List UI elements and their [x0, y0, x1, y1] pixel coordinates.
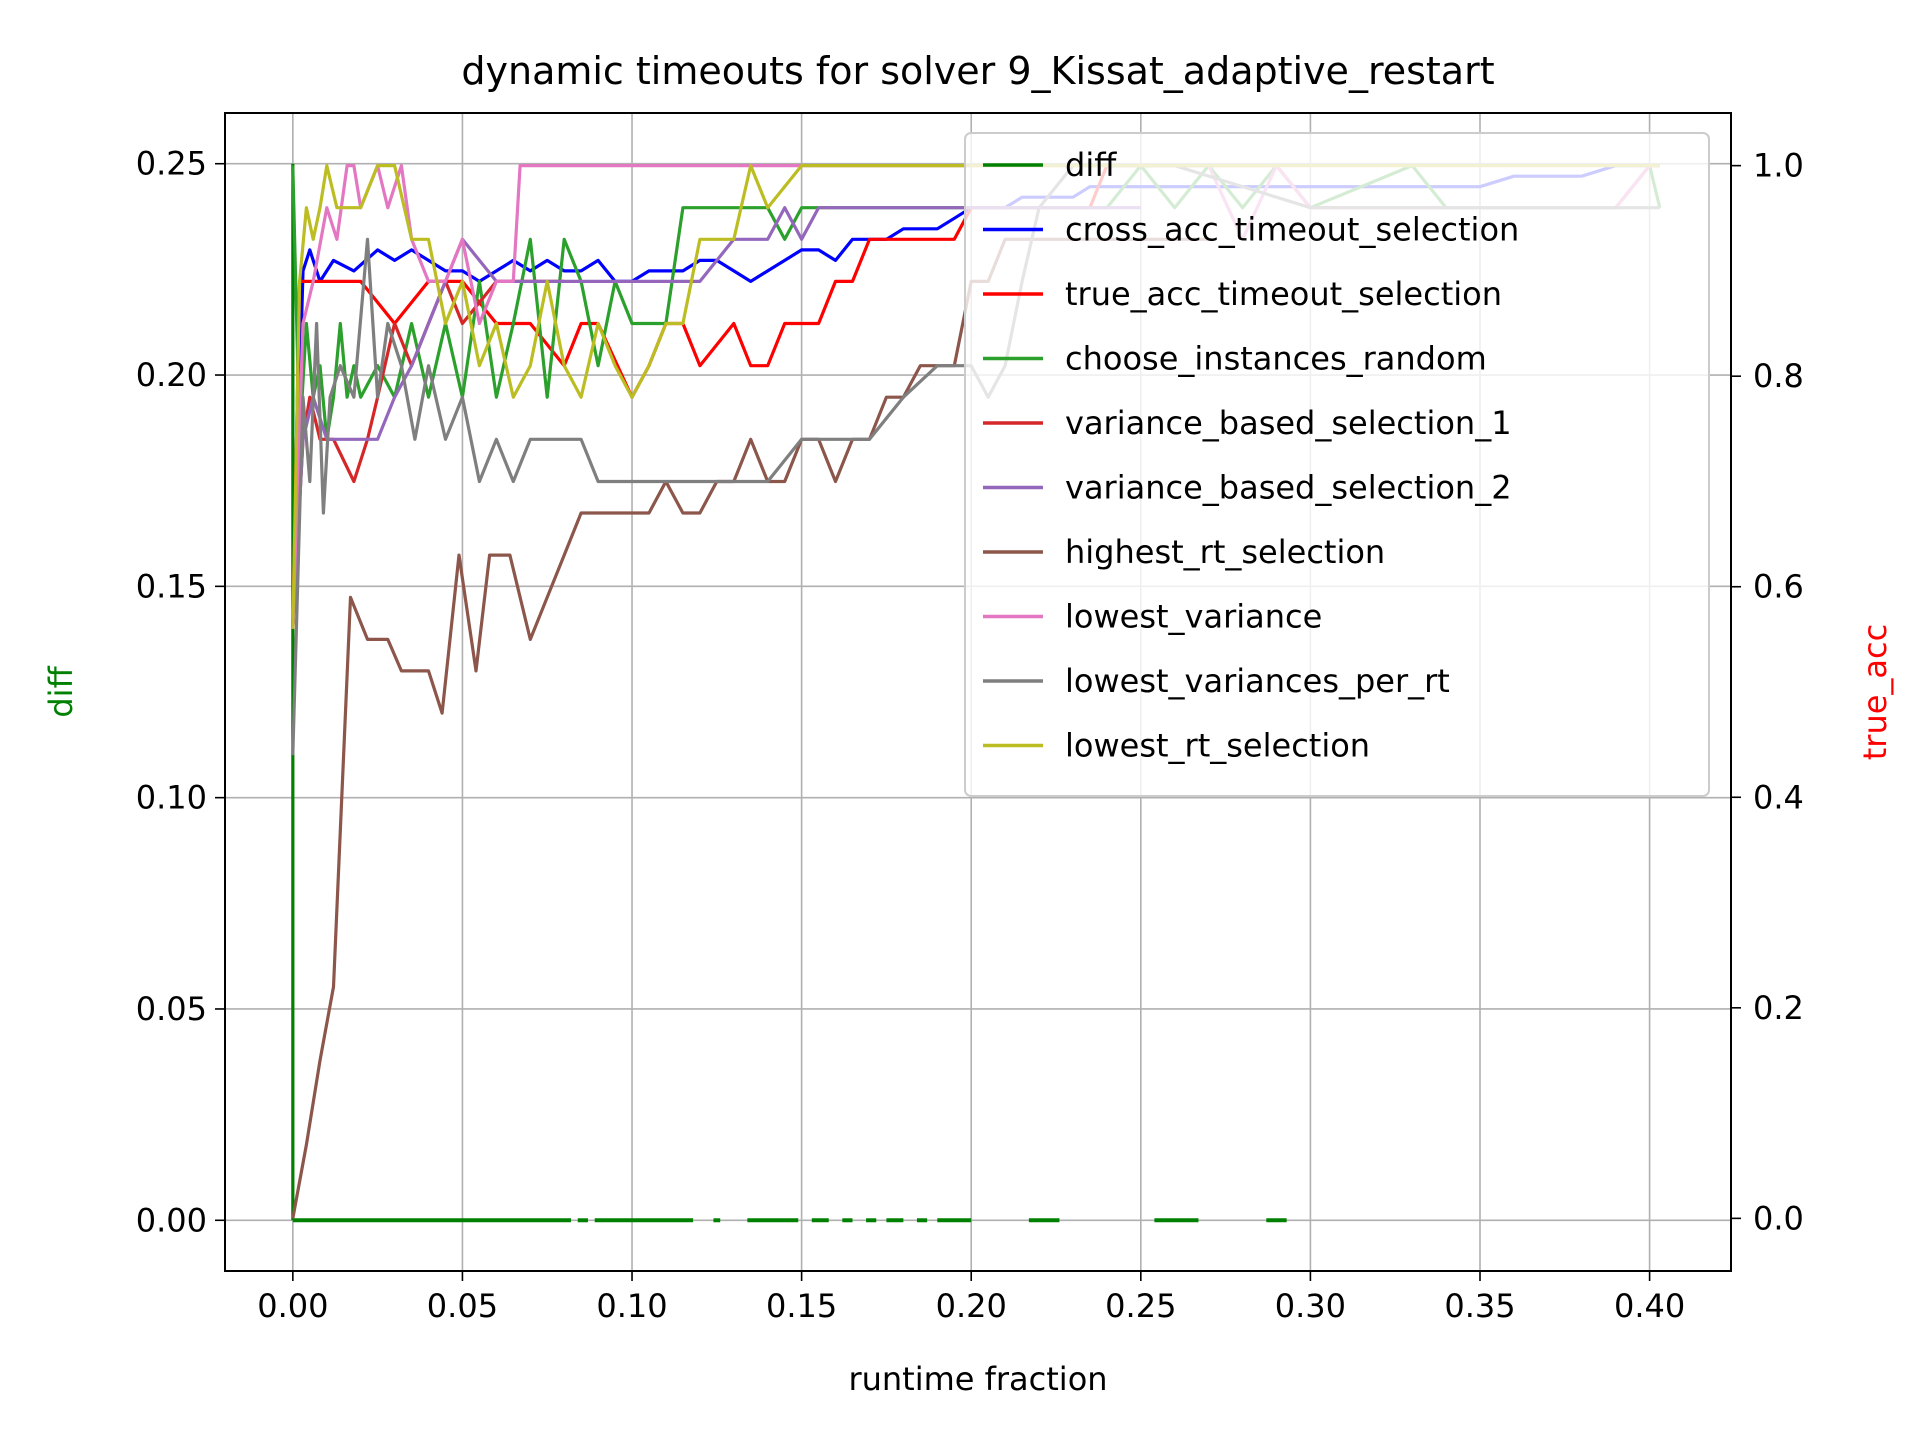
legend-label: choose_instances_random — [1065, 340, 1487, 378]
plot-frame — [224, 112, 1732, 1272]
x-axis: 0.00 0.05 0.10 0.15 0.20 0.25 0.30 0.35 0.40 — [257, 1271, 1685, 1325]
series-line-lowest-rt-selection — [291, 164, 1660, 629]
legend-label: lowest_variance — [1065, 598, 1322, 636]
y-right-tick-label: 0.4 — [1753, 778, 1804, 816]
legend-label: true_acc_timeout_selection — [1065, 275, 1502, 313]
x-tick-label: 0.35 — [1444, 1287, 1515, 1325]
x-tick-label: 0.00 — [257, 1287, 328, 1325]
y-right-tick-label: 0.6 — [1753, 568, 1804, 606]
x-tick-label: 0.30 — [1275, 1287, 1346, 1325]
x-tick-label: 0.25 — [1105, 1287, 1176, 1325]
y-right-tick-label: 0.2 — [1753, 989, 1804, 1027]
series-diff — [291, 163, 1287, 1223]
x-tick-label: 0.15 — [766, 1287, 837, 1325]
y-right-tick-label: 1.0 — [1753, 147, 1804, 185]
x-tick-label: 0.20 — [936, 1287, 1007, 1325]
legend-label: variance_based_selection_1 — [1065, 404, 1512, 442]
y-left-tick-label: 0.00 — [136, 1201, 207, 1239]
legend-label: diff — [1065, 146, 1117, 184]
y-left-tick-label: 0.10 — [136, 779, 207, 817]
y-left-tick-label: 0.25 — [136, 145, 207, 183]
series-line-variance-based-selection-1 — [291, 279, 565, 629]
x-tick-label: 0.10 — [596, 1287, 667, 1325]
legend: diff cross_acc_timeout_selection true_acc_… — [964, 132, 1710, 797]
y-axis-right: 0.0 0.2 0.4 0.6 0.8 1.0 — [1731, 147, 1804, 1237]
legend-box — [964, 132, 1710, 797]
y-axis-left: 0.00 0.05 0.10 0.15 0.20 0.25 — [136, 145, 225, 1239]
legend-label: lowest_rt_selection — [1065, 727, 1370, 765]
y-right-tick-label: 0.8 — [1753, 357, 1804, 395]
x-tick-label: 0.05 — [427, 1287, 498, 1325]
y-left-tick-label: 0.20 — [136, 356, 207, 394]
x-tick-label: 0.40 — [1614, 1287, 1685, 1325]
legend-label: lowest_variances_per_rt — [1065, 662, 1450, 700]
y-left-tick-label: 0.15 — [136, 567, 207, 605]
chart-title: dynamic timeouts for solver 9_Kissat_ada… — [461, 49, 1494, 93]
x-axis-label: runtime fraction — [848, 1360, 1107, 1398]
y-axis-left-label: diff — [42, 665, 80, 717]
y-left-tick-label: 0.05 — [136, 990, 207, 1028]
y-right-tick-label: 0.0 — [1753, 1199, 1804, 1237]
legend-label: variance_based_selection_2 — [1065, 469, 1512, 507]
legend-label: cross_acc_timeout_selection — [1065, 211, 1519, 249]
legend-label: highest_rt_selection — [1065, 533, 1385, 571]
y-axis-right-label: true_acc — [1856, 624, 1894, 760]
